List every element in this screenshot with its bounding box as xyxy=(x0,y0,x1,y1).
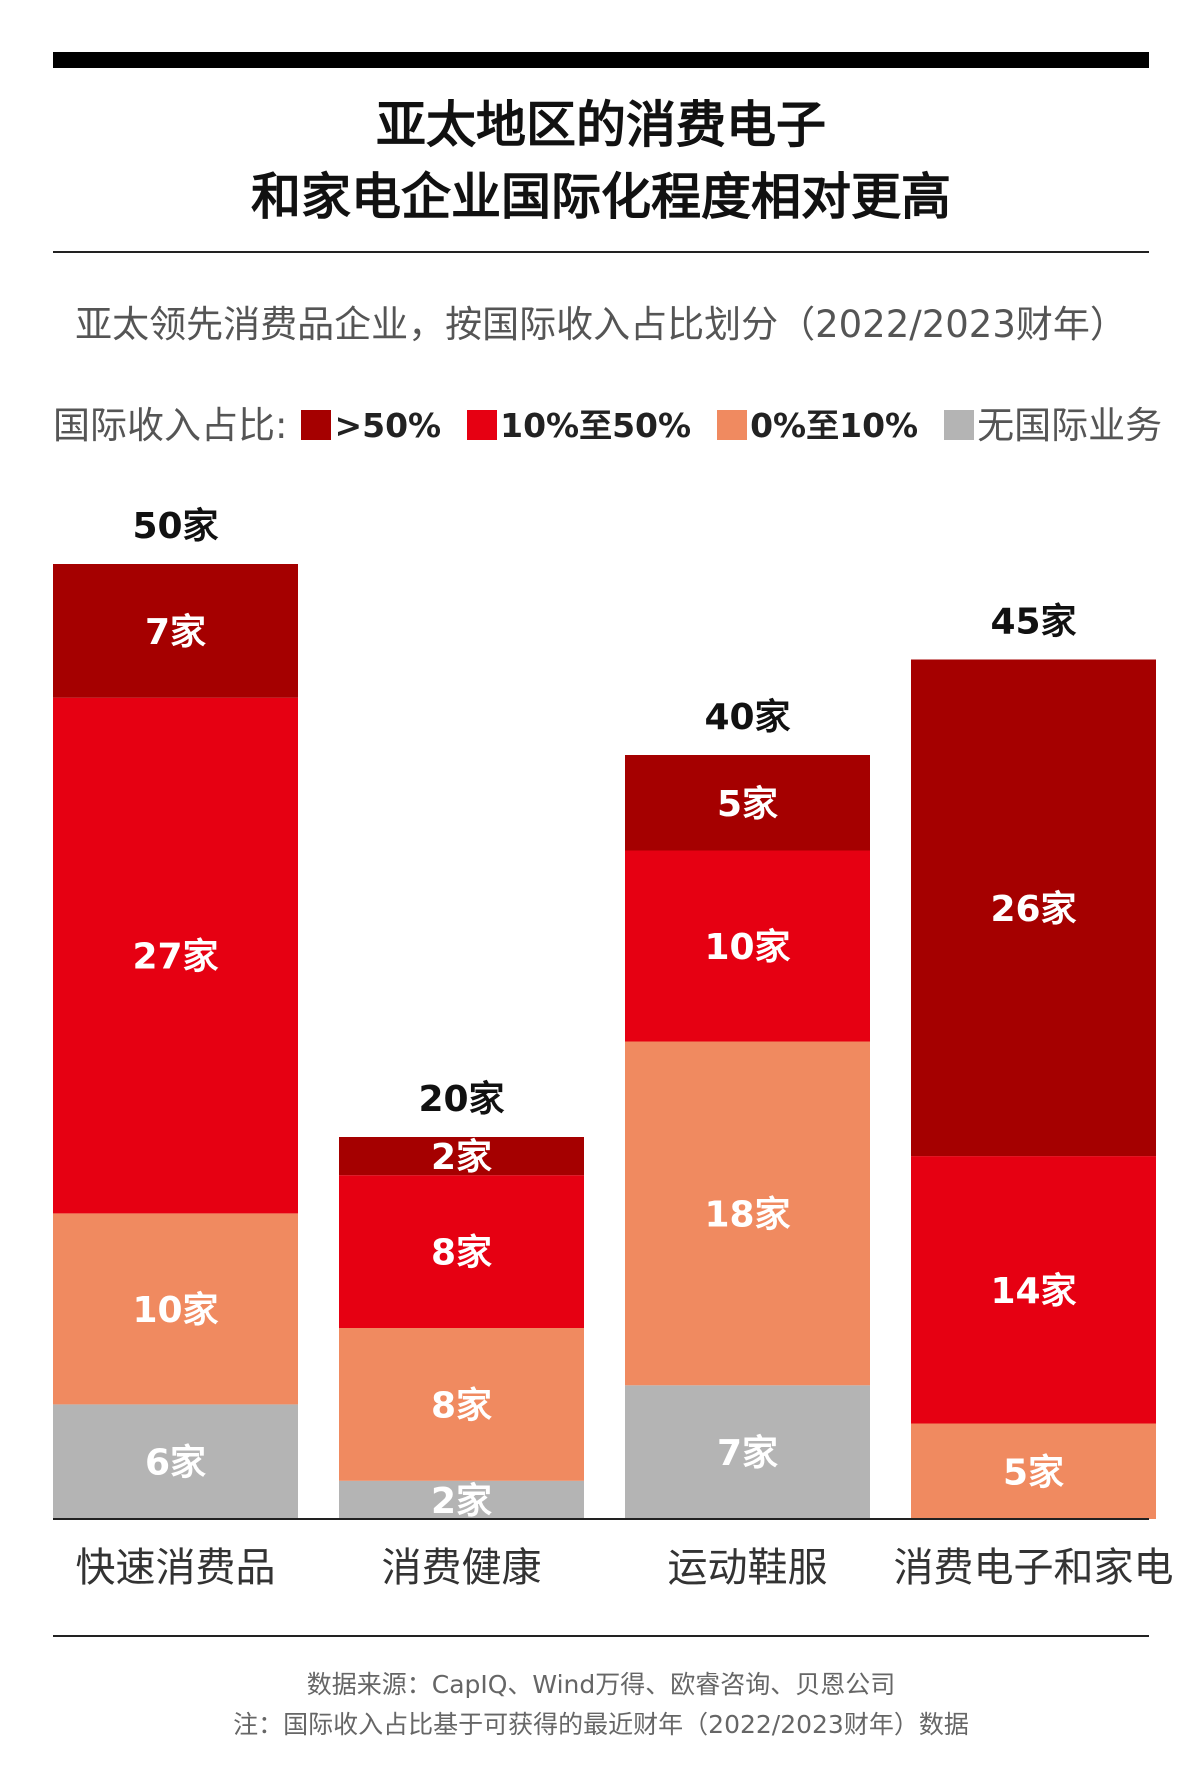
bar-segment xyxy=(911,659,1156,1157)
category-label: 消费电子和家电 xyxy=(894,1545,1174,1591)
bar-segment-label: 5家 xyxy=(717,784,778,825)
legend-swatch xyxy=(301,410,332,440)
legend-item-label: 10%至50% xyxy=(500,405,692,445)
bar-segment xyxy=(53,1404,298,1519)
category-label: 快速消费品 xyxy=(76,1545,276,1591)
legend-label: 国际收入占比: xyxy=(53,403,288,447)
legend-swatch xyxy=(717,410,748,440)
bar-segment-label: 6家 xyxy=(145,1443,206,1484)
bar-segment-label: 5家 xyxy=(1003,1452,1064,1493)
bar-segment-label: 18家 xyxy=(704,1194,790,1235)
bar-segment xyxy=(911,1423,1156,1519)
bar-segment-label: 7家 xyxy=(717,1433,778,1474)
chart-title-line1: 亚太地区的消费电子 xyxy=(376,96,826,154)
footer-divider xyxy=(53,1635,1149,1637)
bar-segment-label: 2家 xyxy=(431,1137,492,1178)
bar-segment xyxy=(625,1385,870,1519)
bar-segment xyxy=(339,1137,584,1176)
legend-item-10-to-50: 10%至50% xyxy=(467,409,691,442)
legend-swatch xyxy=(467,410,498,440)
legend-item-no-international: 无国际业务 xyxy=(944,407,1162,444)
bar-total-label: 40家 xyxy=(704,697,790,738)
bar-segment-label: 27家 xyxy=(132,937,218,978)
bar-segment xyxy=(53,697,298,1214)
bar-segment xyxy=(53,1213,298,1405)
legend-item-label: >50% xyxy=(334,405,442,445)
legend-item-over-50: >50% xyxy=(301,409,441,442)
legend-item-0-to-10: 0%至10% xyxy=(717,409,918,442)
top-rule xyxy=(53,52,1149,68)
chart-title-line2: 和家电企业国际化程度相对更高 xyxy=(251,168,951,226)
bar-segment xyxy=(53,564,298,698)
bar-segment xyxy=(625,1041,870,1386)
bar-segment xyxy=(339,1328,584,1481)
bar-segment-label: 8家 xyxy=(431,1385,492,1426)
bar-segment-label: 26家 xyxy=(990,889,1076,930)
bar-segment-label: 10家 xyxy=(132,1290,218,1331)
bar-total-label: 20家 xyxy=(418,1079,504,1120)
bar-segment xyxy=(339,1175,584,1328)
footer-source: 数据来源：CapIQ、Wind万得、欧睿咨询、贝恩公司 xyxy=(306,1670,896,1699)
bar-segment-label: 8家 xyxy=(431,1233,492,1274)
bar-segment-label: 7家 xyxy=(145,612,206,653)
legend: 国际收入占比: >50% 10%至50% 0%至10% 无国际业务 xyxy=(53,403,1188,447)
bar-total-label: 45家 xyxy=(990,602,1076,643)
bar-segment xyxy=(625,850,870,1042)
footer-note: 注：国际收入占比基于可获得的最近财年（2022/2023财年）数据 xyxy=(233,1710,969,1739)
legend-item-label: 0%至10% xyxy=(750,405,919,445)
legend-swatch xyxy=(944,410,975,440)
legend-item-label: 无国际业务 xyxy=(977,403,1163,447)
bar-segment xyxy=(339,1480,584,1519)
chart-subtitle: 亚太领先消费品企业，按国际收入占比划分（2022/2023财年） xyxy=(75,303,1127,346)
bar-total-label: 50家 xyxy=(132,506,218,547)
bar-segment xyxy=(911,1156,1156,1424)
title-divider xyxy=(53,251,1149,253)
bar-segment-label: 2家 xyxy=(431,1481,492,1522)
bar-segment-label: 10家 xyxy=(704,927,790,968)
category-label: 运动鞋服 xyxy=(668,1545,828,1591)
bar-segment-label: 14家 xyxy=(990,1271,1076,1312)
category-label: 消费健康 xyxy=(382,1545,542,1591)
bar-segment xyxy=(625,755,870,851)
